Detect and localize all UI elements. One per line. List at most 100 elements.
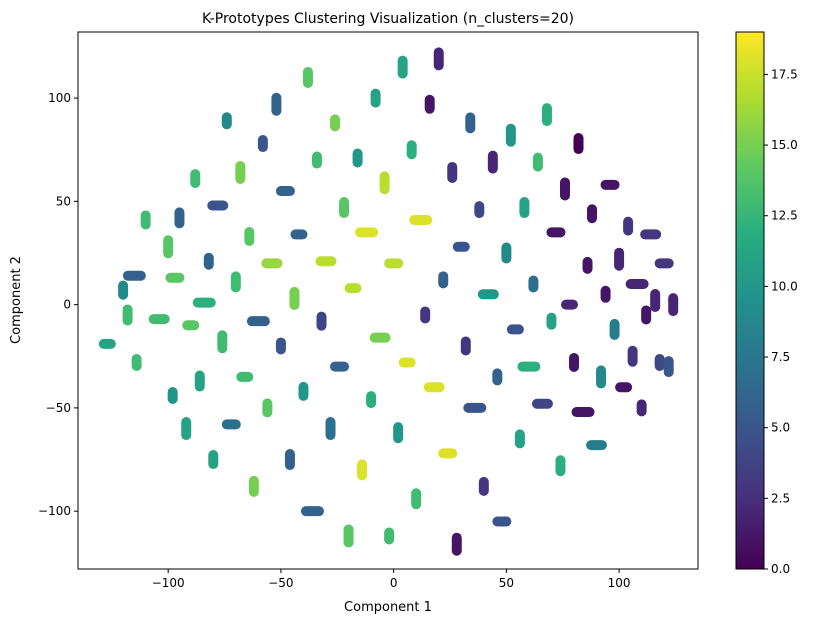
data-point [208, 450, 219, 470]
data-point [289, 286, 300, 310]
data-point [122, 304, 133, 326]
data-point [433, 47, 444, 71]
data-point [384, 258, 404, 269]
colorbar-tick-label: 17.5 [771, 67, 798, 81]
data-point [424, 94, 435, 114]
data-point [514, 429, 525, 449]
data-point [325, 417, 336, 441]
data-point [438, 448, 458, 459]
data-point [409, 214, 433, 225]
data-point [140, 210, 151, 230]
y-tick-label: −50 [46, 401, 71, 415]
plot-frame [77, 31, 699, 570]
data-point [623, 216, 634, 236]
data-point [460, 336, 471, 356]
data-point [384, 527, 395, 545]
data-point [654, 353, 665, 371]
data-point [447, 161, 458, 183]
data-point [517, 361, 541, 372]
data-point [492, 516, 512, 527]
data-point [352, 148, 363, 168]
data-point [298, 381, 309, 401]
data-point [217, 330, 228, 354]
data-point [203, 252, 214, 270]
data-point [315, 256, 337, 267]
data-point [519, 197, 530, 219]
data-point [586, 440, 608, 451]
data-point [546, 312, 557, 330]
data-point [596, 365, 607, 389]
data-point [207, 200, 229, 211]
data-point [98, 338, 116, 349]
data-point [423, 382, 445, 393]
data-point [379, 171, 390, 195]
data-point [262, 398, 273, 418]
data-point [571, 407, 595, 418]
chart-title: K-Prototypes Clustering Visualization (n… [202, 11, 574, 27]
data-point [600, 285, 611, 303]
data-point [275, 337, 286, 355]
data-point [397, 55, 408, 79]
data-point [182, 320, 200, 331]
data-point [532, 152, 543, 172]
data-point [221, 112, 232, 130]
data-point [663, 356, 674, 378]
x-tick-label: 0 [390, 576, 398, 590]
data-point [615, 382, 633, 393]
data-point [257, 135, 268, 153]
data-point [560, 299, 578, 310]
data-point [118, 280, 129, 300]
data-point [344, 283, 362, 294]
data-point [411, 488, 422, 510]
data-point [357, 459, 368, 481]
x-axis-label: Component 1 [344, 600, 432, 615]
data-point [230, 271, 241, 293]
data-point [330, 114, 341, 132]
data-point [181, 417, 192, 441]
data-point [487, 150, 498, 174]
colorbar-tick-label: 0.0 [771, 562, 790, 576]
data-point [640, 229, 662, 240]
data-point [506, 324, 524, 335]
data-point [244, 226, 255, 246]
x-tick-label: 100 [608, 576, 631, 590]
data-point [609, 318, 620, 340]
data-point [555, 455, 566, 477]
data-point [569, 352, 579, 372]
data-point [625, 278, 649, 289]
data-point [194, 370, 205, 392]
data-point [163, 235, 174, 259]
data-point [654, 258, 674, 269]
data-point [290, 229, 308, 240]
data-point [311, 151, 322, 169]
data-point [122, 270, 146, 281]
data-point [636, 399, 647, 417]
data-point [284, 449, 295, 471]
data-point [559, 177, 570, 201]
x-tick-label: 50 [499, 576, 514, 590]
x-axis-ticks: −100 −50 0 50 100 [152, 569, 631, 590]
data-point [355, 227, 379, 238]
y-axis-label: Component 2 [9, 256, 24, 344]
data-point [165, 272, 185, 283]
data-point [452, 241, 470, 252]
data-point [505, 123, 516, 147]
y-tick-label: 100 [48, 91, 71, 105]
data-point [474, 201, 485, 219]
data-point [316, 311, 327, 331]
data-point [271, 92, 282, 116]
data-point [369, 332, 391, 343]
colorbar-tick-label: 10.0 [771, 279, 798, 293]
data-point [190, 169, 201, 189]
data-point [148, 314, 170, 325]
data-point [478, 476, 489, 496]
colorbar-tick-label: 15.0 [771, 138, 798, 152]
data-point [477, 289, 499, 300]
y-tick-label: 50 [56, 194, 71, 208]
data-point [614, 247, 625, 271]
data-point [641, 305, 652, 325]
colorbar [735, 31, 765, 570]
data-point [246, 316, 270, 327]
data-point [248, 475, 259, 497]
